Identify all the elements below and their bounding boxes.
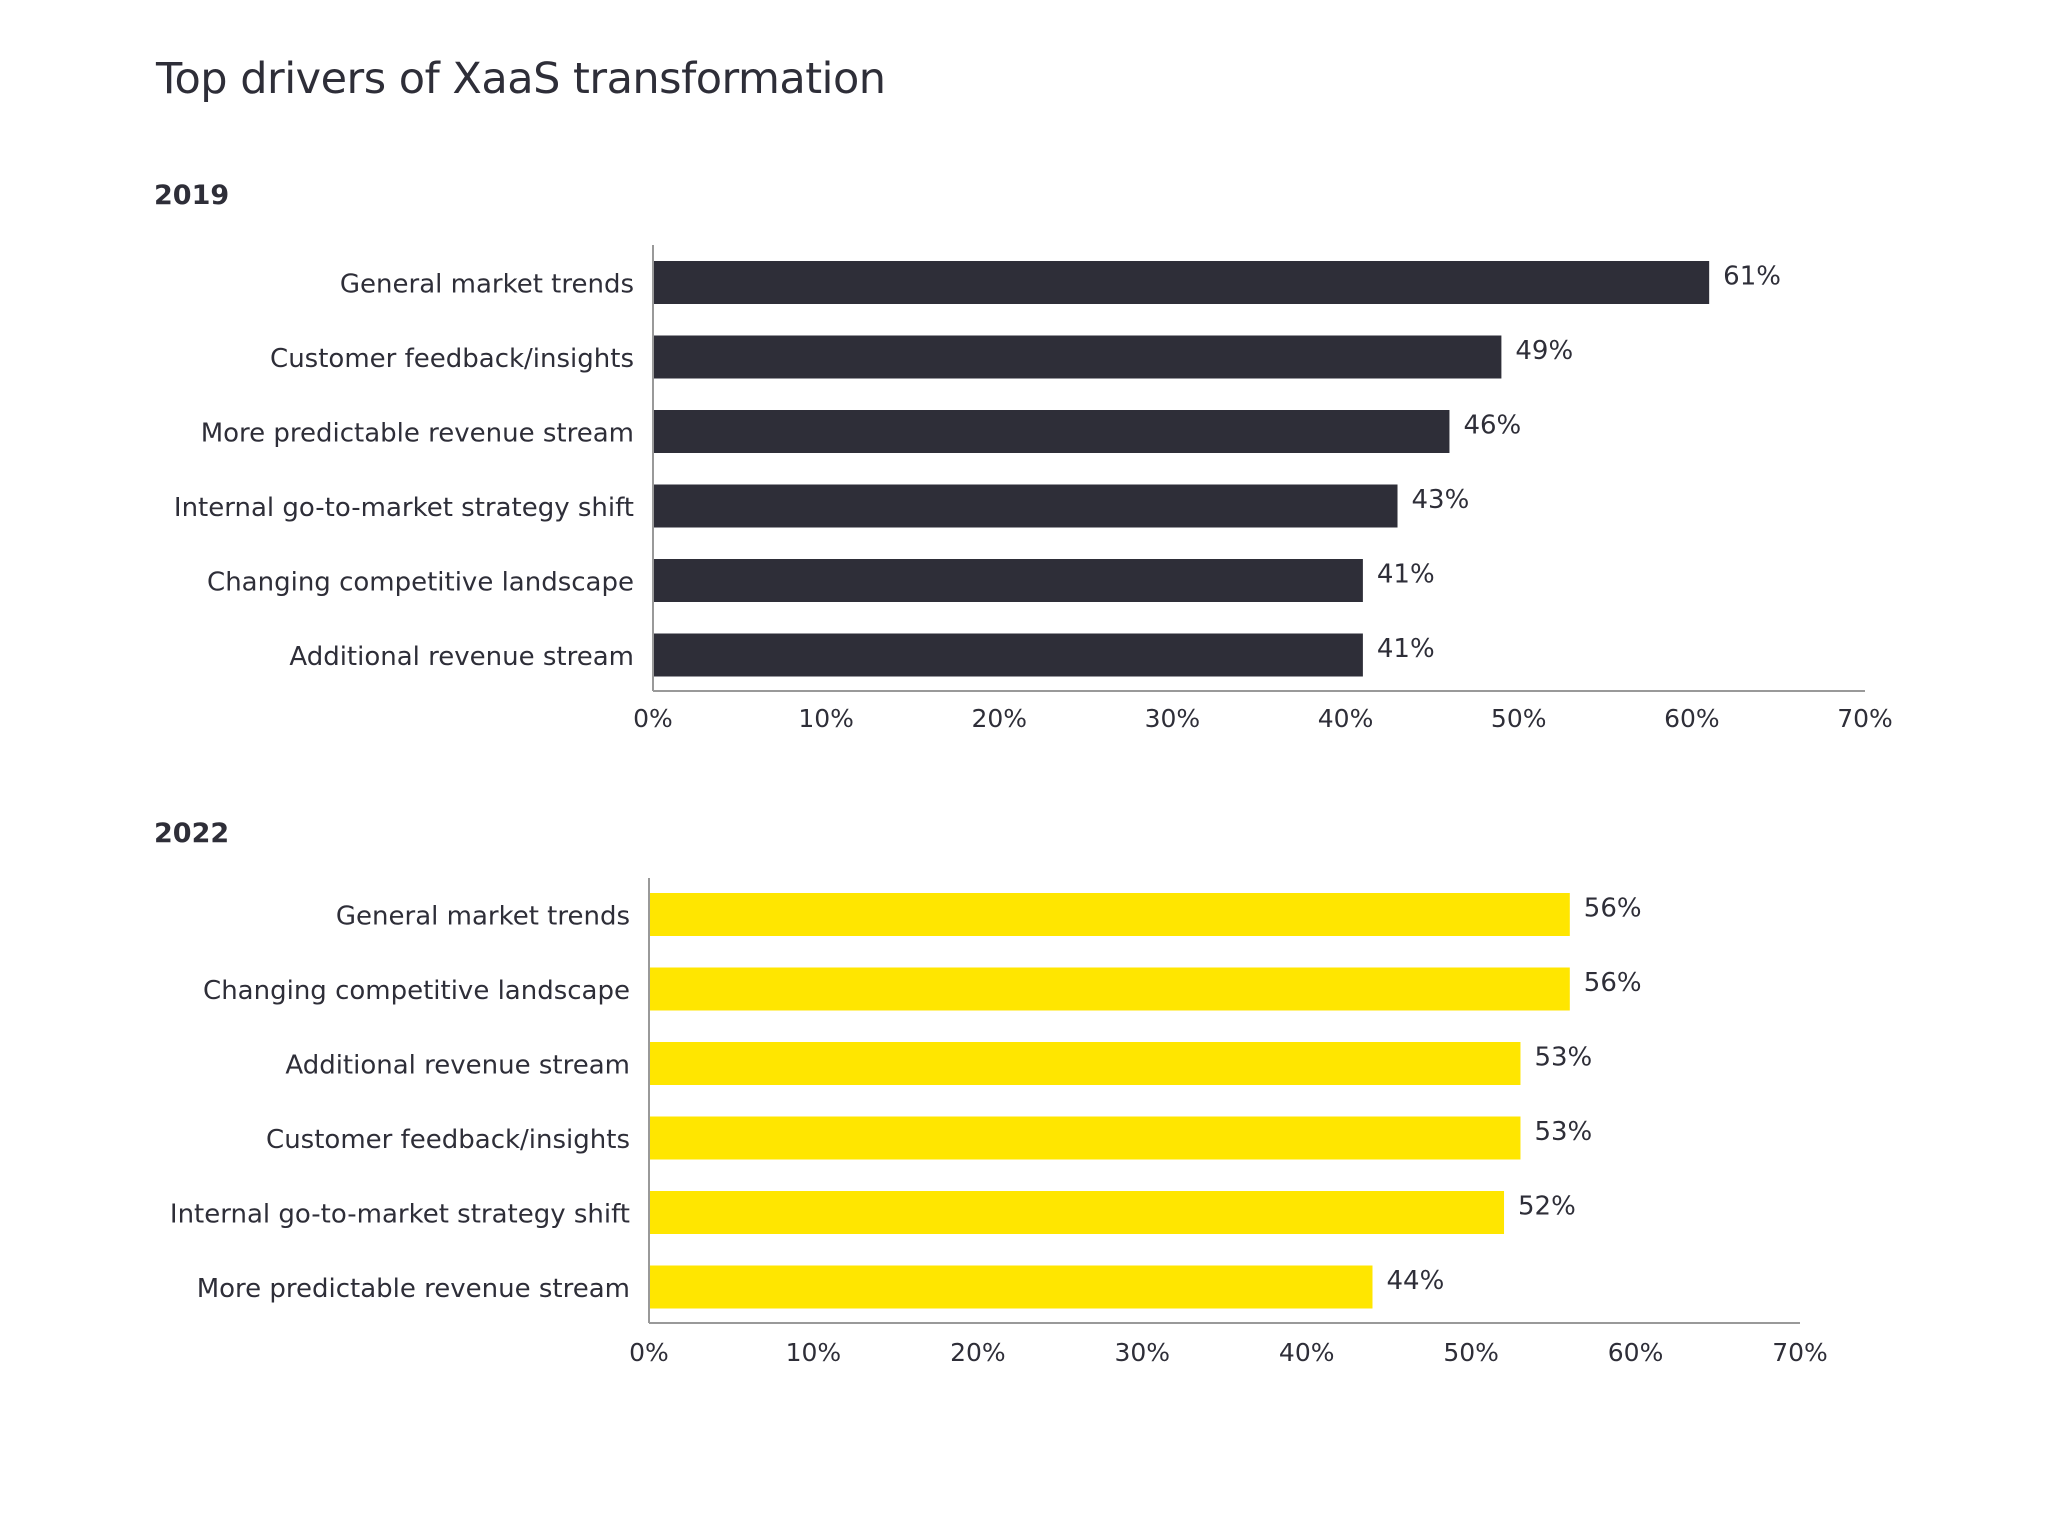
x-tick-label-2019-60: 60% xyxy=(1664,704,1720,733)
bar-2022-3 xyxy=(649,1042,1521,1085)
bar-2019-5 xyxy=(653,559,1363,602)
x-tick-label-2019-30: 30% xyxy=(1145,704,1201,733)
x-tick-label-2019-70: 70% xyxy=(1837,704,1893,733)
category-label-2019-5: Changing competitive landscape xyxy=(207,568,634,598)
x-tick-label-2019-0: 0% xyxy=(633,704,673,733)
value-label-2019-5: 41% xyxy=(1377,560,1435,590)
value-label-2022-1: 56% xyxy=(1584,894,1642,924)
value-label-2019-1: 61% xyxy=(1723,262,1781,292)
chart-2019: General market trends 61% Customer feedbac… xyxy=(174,245,1893,733)
bar-2019-3 xyxy=(653,410,1450,453)
bar-2022-1 xyxy=(649,893,1570,936)
value-label-2019-6: 41% xyxy=(1377,634,1435,664)
x-tick-label-2019-40: 40% xyxy=(1318,704,1374,733)
value-label-2019-2: 49% xyxy=(1515,336,1573,366)
category-label-2022-1: General market trends xyxy=(336,902,630,932)
bar-2022-5 xyxy=(649,1191,1505,1234)
category-label-2019-4: Internal go-to-market strategy shift xyxy=(174,493,634,523)
category-label-2019-2: Customer feedback/insights xyxy=(270,344,634,374)
x-tick-label-2022-0: 0% xyxy=(629,1338,669,1367)
x-tick-label-2022-30: 30% xyxy=(1114,1338,1170,1367)
value-label-2022-2: 56% xyxy=(1584,968,1642,998)
bar-2022-6 xyxy=(649,1265,1373,1309)
x-tick-label-2019-10: 10% xyxy=(798,704,854,733)
x-tick-label-2019-20: 20% xyxy=(971,704,1027,733)
chart-2019-subtitle: 2019 xyxy=(154,180,230,211)
value-label-2019-4: 43% xyxy=(1412,485,1470,515)
category-label-2022-6: More predictable revenue stream xyxy=(197,1274,630,1304)
x-tick-label-2019-50: 50% xyxy=(1491,704,1547,733)
x-tick-label-2022-70: 70% xyxy=(1772,1338,1828,1367)
value-label-2022-6: 44% xyxy=(1386,1266,1444,1296)
category-label-2019-6: Additional revenue stream xyxy=(289,642,634,672)
page-title: Top drivers of XaaS transformation xyxy=(156,54,886,104)
category-label-2022-5: Internal go-to-market strategy shift xyxy=(170,1200,630,1230)
x-tick-label-2022-60: 60% xyxy=(1608,1338,1664,1367)
bar-2019-2 xyxy=(653,335,1502,379)
value-label-2022-3: 53% xyxy=(1534,1043,1592,1073)
category-label-2022-4: Customer feedback/insights xyxy=(266,1125,630,1155)
bar-2022-4 xyxy=(649,1116,1521,1160)
chart-2022-subtitle: 2022 xyxy=(154,818,230,849)
x-tick-label-2022-20: 20% xyxy=(950,1338,1006,1367)
category-label-2019-1: General market trends xyxy=(340,270,634,300)
bar-2019-4 xyxy=(653,484,1398,528)
value-label-2022-4: 53% xyxy=(1534,1117,1592,1147)
category-label-2022-3: Additional revenue stream xyxy=(285,1051,630,1081)
bar-2019-1 xyxy=(653,261,1710,304)
x-tick-label-2022-10: 10% xyxy=(786,1338,842,1367)
value-label-2019-3: 46% xyxy=(1463,411,1521,441)
category-label-2022-2: Changing competitive landscape xyxy=(203,976,630,1006)
category-label-2019-3: More predictable revenue stream xyxy=(201,419,634,449)
value-label-2022-5: 52% xyxy=(1518,1192,1576,1222)
x-tick-label-2022-40: 40% xyxy=(1279,1338,1335,1367)
bar-2019-6 xyxy=(653,633,1363,677)
x-tick-label-2022-50: 50% xyxy=(1443,1338,1499,1367)
bar-2022-2 xyxy=(649,967,1570,1011)
